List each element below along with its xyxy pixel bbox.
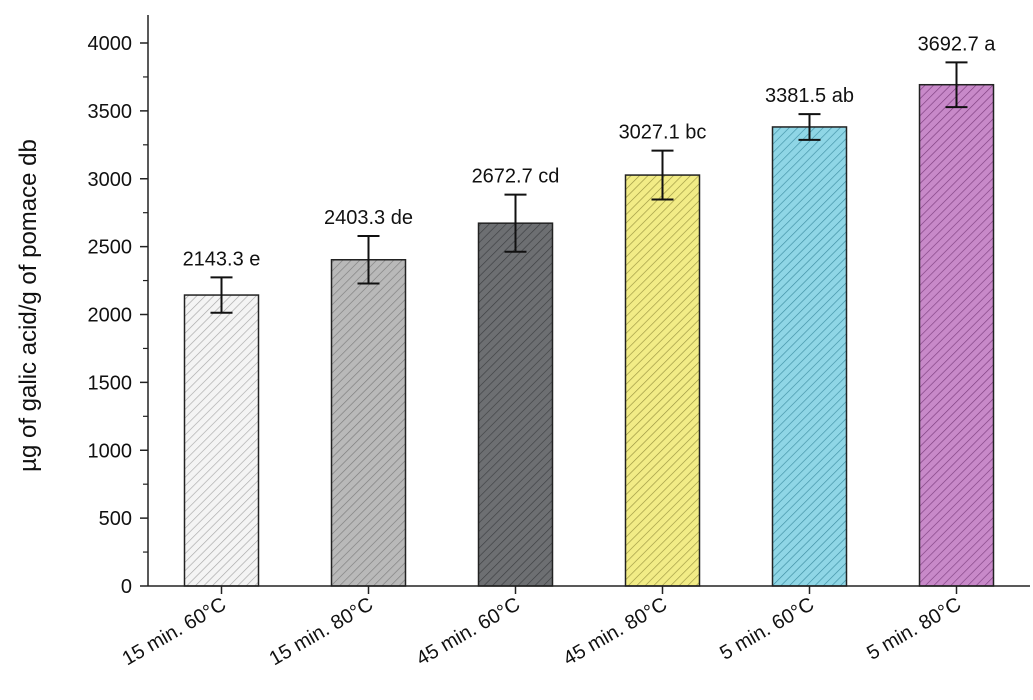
error-bar <box>798 113 821 141</box>
bar <box>330 259 407 587</box>
x-tick-label: 45 min. 80°C <box>560 593 671 670</box>
x-tick-label: 15 min. 60°C <box>119 593 230 670</box>
y-axis-label: µg of galic acid/g of pomace db <box>15 139 42 472</box>
axes-layer <box>147 15 1030 587</box>
x-tick-label: 45 min. 60°C <box>413 593 524 670</box>
bar-group: 3692.7 a <box>918 33 997 587</box>
y-tick-label: 3000 <box>88 169 133 191</box>
data-label: 3027.1 bc <box>619 122 707 144</box>
error-bar <box>945 61 968 109</box>
bar-group: 3027.1 bc <box>619 122 707 587</box>
data-label: 2403.3 de <box>324 207 413 229</box>
error-bar <box>504 193 527 253</box>
bar <box>624 174 701 587</box>
x-tick-label: 5 min. 60°C <box>716 593 818 664</box>
error-bar <box>357 234 380 285</box>
y-tick-label: 2000 <box>88 305 133 327</box>
x-tick-label: 15 min. 80°C <box>266 593 377 670</box>
error-bar <box>210 276 233 314</box>
y-tick-label: 1000 <box>88 440 133 462</box>
y-ticks: 0 500 1000 1500 2000 2500 3000 3500 4000 <box>88 33 148 598</box>
bar-group: 2143.3 e <box>183 248 261 587</box>
data-label: 2143.3 e <box>183 248 261 270</box>
data-label: 2672.7 cd <box>472 166 560 188</box>
bar-group: 3381.5 ab <box>765 85 854 587</box>
y-tick-label: 2500 <box>88 237 133 259</box>
y-tick-label: 500 <box>99 508 132 530</box>
bar <box>477 222 554 587</box>
y-tick-label: 1500 <box>88 372 133 394</box>
bar <box>183 294 260 587</box>
x-tick-label: 5 min. 80°C <box>863 593 965 664</box>
y-tick-label: 3500 <box>88 101 133 123</box>
error-bar <box>651 149 674 201</box>
x-ticks: 15 min. 60°C 15 min. 80°C 45 min. 60°C 45 m… <box>119 586 965 670</box>
data-label: 3381.5 ab <box>765 85 854 107</box>
y-tick-label: 4000 <box>88 33 133 55</box>
bar <box>918 83 995 587</box>
data-label: 3692.7 a <box>918 33 997 55</box>
bar <box>771 126 848 587</box>
bar-group: 2672.7 cd <box>472 166 560 587</box>
bar-group: 2403.3 de <box>324 207 413 587</box>
bars-layer: 2143.3 e 2403.3 de 2672.7 cd 3027.1 bc 3381.… <box>183 33 997 587</box>
y-tick-label: 0 <box>121 576 132 598</box>
